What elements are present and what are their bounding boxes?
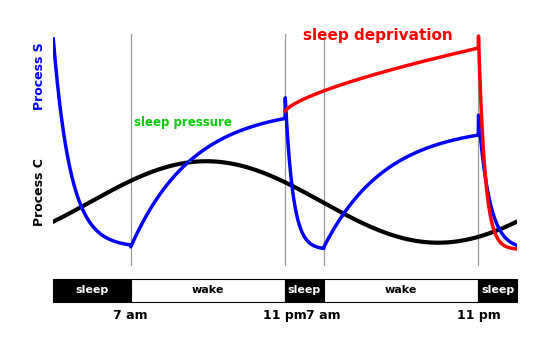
Text: wake: wake [385, 285, 417, 295]
Text: 7 am: 7 am [306, 309, 341, 322]
Bar [479, 279, 517, 302]
Text: 11 pm: 11 pm [263, 309, 307, 322]
Text: 7 am: 7 am [114, 309, 148, 322]
Bar [285, 279, 324, 302]
Text: sleep deprivation: sleep deprivation [303, 28, 453, 43]
Text: Process S: Process S [33, 42, 46, 110]
Bar [324, 279, 479, 302]
Bar [53, 279, 131, 302]
Bar [131, 279, 285, 302]
Text: 11 pm: 11 pm [456, 309, 500, 322]
Text: Process C: Process C [33, 158, 46, 226]
Text: sleep: sleep [481, 285, 514, 295]
Text: sleep: sleep [75, 285, 109, 295]
Text: wake: wake [192, 285, 224, 295]
Text: sleep: sleep [288, 285, 321, 295]
Text: sleep pressure: sleep pressure [134, 116, 232, 129]
